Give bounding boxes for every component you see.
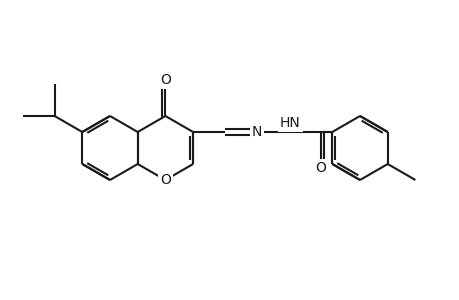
Text: N: N xyxy=(252,125,262,139)
Text: O: O xyxy=(160,173,170,187)
Text: O: O xyxy=(315,161,326,175)
Text: HN: HN xyxy=(279,116,300,130)
Text: O: O xyxy=(160,73,170,87)
